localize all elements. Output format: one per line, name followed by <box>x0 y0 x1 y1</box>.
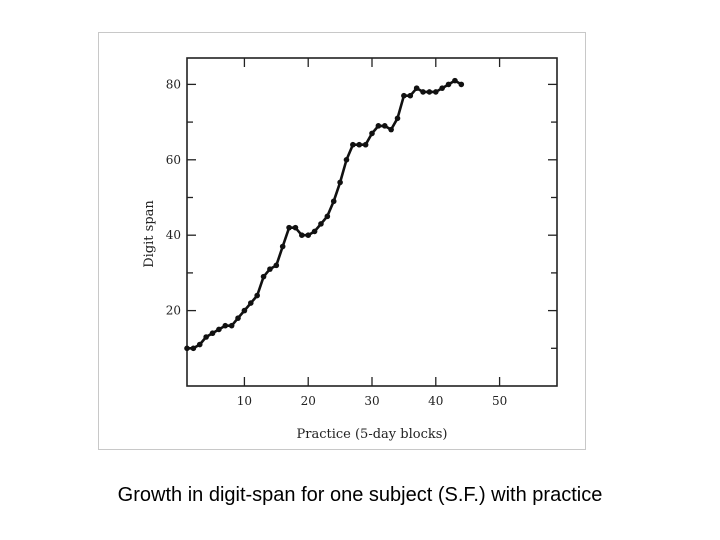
data-point <box>286 224 292 231</box>
data-point <box>318 221 324 227</box>
data-point <box>369 130 375 137</box>
figure-frame <box>98 32 586 450</box>
digit-span-chart: 20 40 60 80 10 20 30 40 50 Practice (5-day bloc… <box>142 57 558 442</box>
series-line <box>187 79 462 350</box>
data-point <box>426 89 433 95</box>
data-point <box>362 141 369 148</box>
data-point <box>413 85 420 91</box>
data-point <box>267 266 273 272</box>
plot-area-frame <box>186 57 558 387</box>
x-axis-label: Practice (5-day blocks) <box>297 427 448 442</box>
x-tick-label: 10 <box>237 394 252 408</box>
data-point <box>254 292 260 299</box>
data-point <box>190 345 197 352</box>
data-point <box>209 330 216 337</box>
data-point <box>260 273 267 280</box>
data-point <box>394 115 401 122</box>
data-point <box>305 232 312 238</box>
data-point <box>356 141 363 148</box>
data-point <box>279 243 286 250</box>
x-tick-label: 40 <box>428 394 443 408</box>
data-point <box>452 77 458 84</box>
data-point <box>350 141 356 148</box>
y-tick-label: 80 <box>166 77 181 91</box>
data-point <box>381 123 388 129</box>
data-point <box>228 322 235 329</box>
data-point <box>445 81 452 88</box>
data-point <box>388 126 394 133</box>
data-point <box>247 300 254 306</box>
data-point <box>375 123 382 129</box>
data-point <box>420 89 426 95</box>
data-point <box>401 92 407 99</box>
data-point <box>184 345 190 352</box>
data-point <box>235 315 241 321</box>
data-point <box>216 326 222 333</box>
data-point <box>458 81 465 88</box>
data-point <box>324 213 331 220</box>
x-tick-label: 20 <box>301 394 316 408</box>
data-point <box>330 198 337 205</box>
series-layer <box>184 77 465 352</box>
data-point <box>432 89 439 95</box>
data-point <box>203 334 209 340</box>
x-tick-label: 50 <box>492 394 507 408</box>
data-point <box>222 322 229 329</box>
data-point <box>292 224 299 231</box>
data-point <box>407 92 414 99</box>
x-axis-ticks: 10 20 30 40 50 <box>237 58 507 408</box>
data-point <box>439 85 445 91</box>
data-point <box>273 262 280 269</box>
y-axis-ticks: 20 40 60 80 <box>166 77 557 349</box>
data-point <box>299 232 305 238</box>
y-tick-label: 20 <box>166 304 181 318</box>
data-point <box>337 179 343 186</box>
data-point <box>343 156 350 163</box>
data-point <box>241 307 248 314</box>
x-tick-label: 30 <box>364 394 379 408</box>
data-point <box>196 341 203 348</box>
y-tick-label: 60 <box>166 153 181 167</box>
y-tick-label: 40 <box>166 228 181 242</box>
figure-caption: Growth in digit-span for one subject (S.… <box>117 484 603 506</box>
y-axis-label: Digit span <box>142 200 157 268</box>
data-point <box>311 228 318 235</box>
